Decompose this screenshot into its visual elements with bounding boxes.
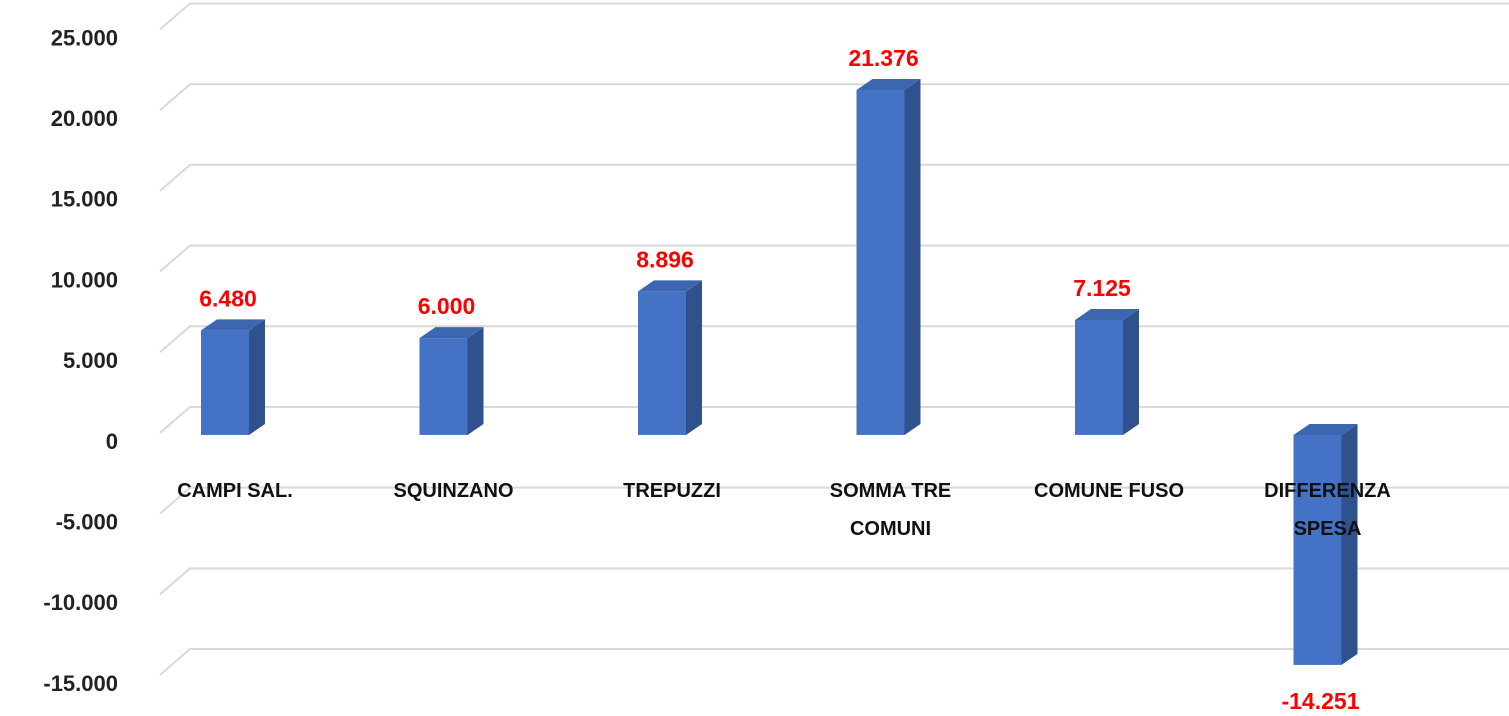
- bar: [856, 89, 905, 435]
- grid-line: [159, 163, 1509, 192]
- bar-top: [856, 78, 921, 90]
- y-tick-label: 10.000: [51, 267, 118, 292]
- value-label: 6.000: [418, 293, 476, 319]
- bar-side: [249, 319, 265, 435]
- bar-side: [686, 280, 702, 435]
- bar: [1293, 434, 1342, 665]
- x-tick-label: COMUNE FUSO: [1034, 480, 1184, 502]
- grid-line: [159, 244, 1509, 273]
- x-tick-label: SOMMA TRE COMUNI: [829, 480, 952, 540]
- y-tick-label: -15.000: [43, 671, 118, 696]
- y-tick-label: 25.000: [51, 25, 118, 50]
- bar-top: [201, 319, 265, 331]
- grid-line: [159, 567, 1509, 596]
- bar-top: [1293, 423, 1358, 435]
- y-tick-label: 15.000: [51, 187, 118, 212]
- bar-side: [1123, 308, 1139, 435]
- value-label: 6.480: [199, 285, 257, 311]
- bar: [419, 338, 468, 435]
- grid-line: [159, 83, 1509, 111]
- y-tick-label: 20.000: [51, 106, 118, 131]
- value-label: -14.251: [1281, 688, 1359, 714]
- y-tick-label: 0: [106, 429, 118, 454]
- bar: [1075, 319, 1123, 435]
- value-label: 21.376: [848, 45, 918, 71]
- y-tick-label: -10.000: [43, 590, 118, 615]
- grid-line: [159, 405, 1509, 434]
- x-tick-label: TREPUZZI: [623, 480, 721, 502]
- bar-side: [1341, 423, 1358, 665]
- grid-line: [159, 486, 1509, 515]
- value-label: 8.896: [636, 246, 694, 272]
- bar-top: [1075, 308, 1139, 320]
- bar-side: [904, 78, 921, 435]
- bar: [638, 291, 686, 435]
- x-tick-label: CAMPI SAL.: [177, 480, 293, 502]
- y-tick-label: 5.000: [63, 348, 118, 373]
- value-label: 7.125: [1073, 275, 1131, 301]
- bar-top: [638, 280, 702, 292]
- grid-line: [159, 648, 1509, 676]
- bar-side: [467, 327, 484, 435]
- x-tick-label: DIFFERENZA SPESA: [1264, 480, 1391, 540]
- bar: [201, 330, 249, 435]
- grid-line: [159, 325, 1509, 354]
- x-tick-label: SQUINZANO: [393, 480, 514, 502]
- bar-top: [419, 327, 484, 339]
- grid-line: [159, 2, 1509, 31]
- y-tick-label: -5.000: [56, 509, 118, 534]
